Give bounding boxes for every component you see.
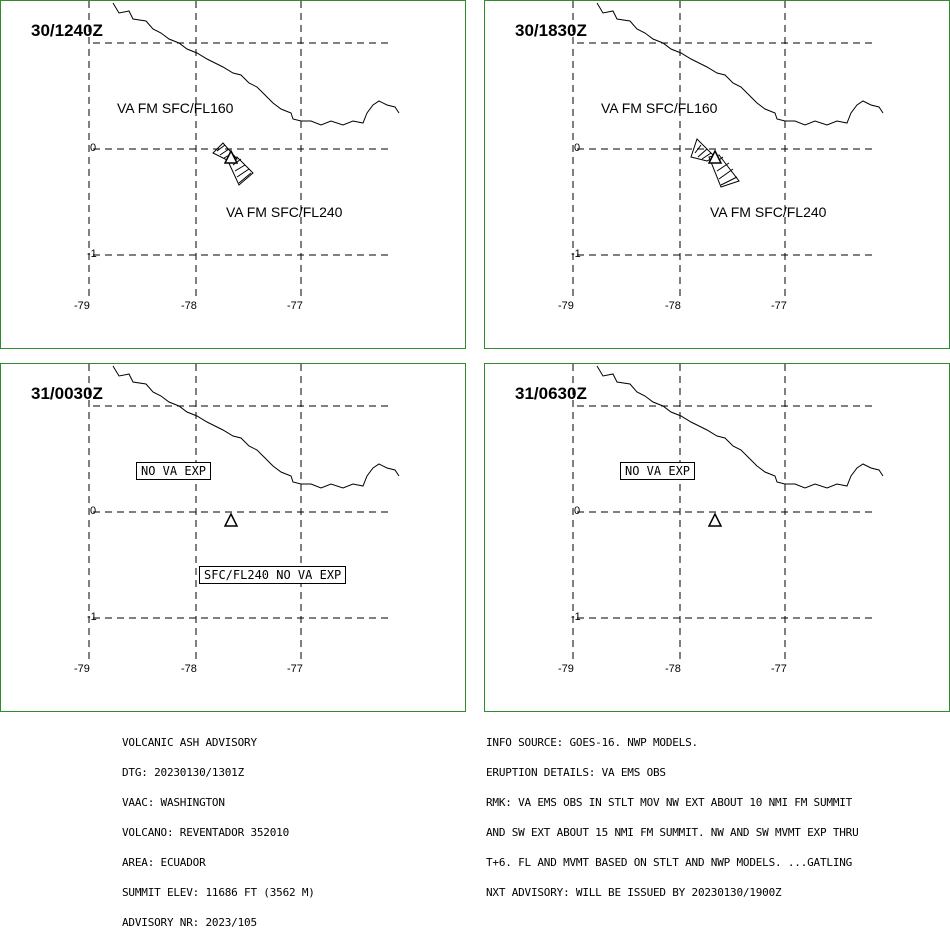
ash-label-upper: VA FM SFC/FL160 bbox=[601, 100, 718, 116]
advisory-line: AND SW EXT ABOUT 15 NMI FM SUMMIT. NW AN… bbox=[486, 826, 859, 839]
advisory-line: INFO SOURCE: GOES-16. NWP MODELS. bbox=[486, 736, 698, 749]
coastline bbox=[112, 365, 400, 489]
panel-time: 31/0630Z bbox=[515, 384, 587, 403]
lon-tick-78: -78 bbox=[181, 300, 197, 312]
advisory-line: ERUPTION DETAILS: VA EMS OBS bbox=[486, 766, 666, 779]
graticule bbox=[88, 364, 393, 664]
advisory-line: VAAC: WASHINGTON bbox=[122, 796, 225, 809]
panel-time: 30/1830Z bbox=[515, 21, 587, 40]
advisory-line: SUMMIT ELEV: 11686 FT (3562 M) bbox=[122, 886, 315, 899]
lat-tick-minus1: -1 bbox=[87, 248, 97, 260]
lon-tick-79: -79 bbox=[558, 300, 574, 312]
map-panel-1: 30/1240Z VA FM SFC/FL160 VA FM SFC/FL240… bbox=[0, 0, 466, 349]
graticule bbox=[88, 1, 393, 301]
advisory-line: T+6. FL AND MVMT BASED ON STLT AND NWP M… bbox=[486, 856, 853, 869]
advisory-line: ADVISORY NR: 2023/105 bbox=[122, 916, 257, 929]
volcano-icon bbox=[707, 149, 723, 164]
lon-tick-78: -78 bbox=[665, 663, 681, 675]
map-canvas-3 bbox=[88, 364, 400, 664]
map-panel-4: 31/0630Z NO VA EXP 0 -1 -79 -78 -77 bbox=[484, 363, 950, 712]
advisory-line: NXT ADVISORY: WILL BE ISSUED BY 20230130… bbox=[486, 886, 782, 899]
lon-tick-78: -78 bbox=[665, 300, 681, 312]
advisory-line: DTG: 20230130/1301Z bbox=[122, 766, 245, 779]
advisory-remarks-block: INFO SOURCE: GOES-16. NWP MODELS. ERUPTI… bbox=[486, 718, 859, 908]
lon-tick-77: -77 bbox=[771, 300, 787, 312]
lon-tick-77: -77 bbox=[771, 663, 787, 675]
lat-tick-0: 0 bbox=[574, 505, 581, 517]
lat-tick-minus1: -1 bbox=[571, 611, 581, 623]
ash-label-lower: VA FM SFC/FL240 bbox=[710, 204, 827, 220]
lon-tick-79: -79 bbox=[74, 300, 90, 312]
map-canvas-2 bbox=[572, 1, 884, 301]
lat-tick-0: 0 bbox=[574, 142, 581, 154]
coastline bbox=[112, 2, 400, 126]
advisory-line: AREA: ECUADOR bbox=[122, 856, 206, 869]
no-ash-label-lower: SFC/FL240 NO VA EXP bbox=[199, 566, 347, 584]
panel-time: 30/1240Z bbox=[31, 21, 103, 40]
graticule bbox=[572, 364, 877, 664]
advisory-line: VOLCANO: REVENTADOR 352010 bbox=[122, 826, 289, 839]
map-canvas-4 bbox=[572, 364, 884, 664]
panel-time: 31/0030Z bbox=[31, 384, 103, 403]
map-panel-2: 30/1830Z VA FM SFC/FL160 VA FM SFC/FL240… bbox=[484, 0, 950, 349]
advisory-header-block: VOLCANIC ASH ADVISORY DTG: 20230130/1301… bbox=[122, 718, 315, 938]
lat-tick-minus1: -1 bbox=[571, 248, 581, 260]
lon-tick-79: -79 bbox=[74, 663, 90, 675]
no-ash-label-upper: NO VA EXP bbox=[136, 462, 212, 480]
lon-tick-77: -77 bbox=[287, 300, 303, 312]
volcano-icon bbox=[223, 512, 239, 527]
ash-label-upper: VA FM SFC/FL160 bbox=[117, 100, 234, 116]
lon-tick-78: -78 bbox=[181, 663, 197, 675]
map-panel-3: 31/0030Z NO VA EXP SFC/FL240 NO VA EXP 0… bbox=[0, 363, 466, 712]
lat-tick-0: 0 bbox=[90, 505, 97, 517]
advisory-line: RMK: VA EMS OBS IN STLT MOV NW EXT ABOUT… bbox=[486, 796, 853, 809]
lat-tick-0: 0 bbox=[90, 142, 97, 154]
volcano-icon bbox=[707, 512, 723, 527]
graticule bbox=[572, 1, 877, 301]
lat-tick-minus1: -1 bbox=[87, 611, 97, 623]
coastline bbox=[596, 365, 884, 489]
lon-tick-77: -77 bbox=[287, 663, 303, 675]
advisory-line: VOLCANIC ASH ADVISORY bbox=[122, 736, 257, 749]
map-canvas-1 bbox=[88, 1, 400, 301]
ash-label-lower: VA FM SFC/FL240 bbox=[226, 204, 343, 220]
coastline bbox=[596, 2, 884, 126]
volcano-icon bbox=[223, 149, 239, 164]
lon-tick-79: -79 bbox=[558, 663, 574, 675]
no-ash-label-upper: NO VA EXP bbox=[620, 462, 696, 480]
